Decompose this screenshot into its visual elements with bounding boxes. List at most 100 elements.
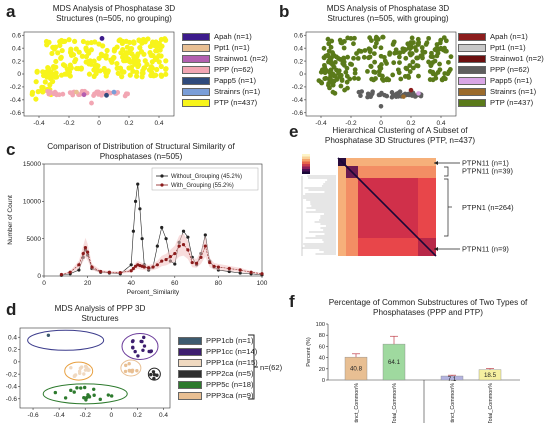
data-point-strainrs [111,89,117,95]
legend-label: Ppt1 (n=1) [490,43,526,52]
y-tick-label: 10000 [23,199,41,206]
data-point-ppp [125,91,131,97]
data-point-ptp [329,79,335,85]
legend-label: PPP1cb (n=1) [206,336,254,345]
data-point-ptp [151,42,157,48]
legend-swatch [178,391,202,400]
data-point-ptp [396,54,402,60]
data-point-ptp [369,76,375,82]
x-tick-label: 80 [215,280,223,287]
legend-label: With_Grouping (55.2%) [171,183,234,189]
data-point-ppt1 [74,89,79,95]
plot-frame [19,327,171,409]
data-point-ptp [441,46,447,52]
data-point [173,252,177,256]
chart-d-plot: -0.6 -0.4 -0.2 0 0.2 0.4 0.4 0.2 0 -0.2 -0.4 -0.6 [6,327,171,419]
data-point-ptp [323,68,329,74]
x-tick-label: 40 [128,280,136,287]
y-tick-label: 0 [13,359,17,366]
x-tick-label: 0.2 [124,120,133,127]
legend-swatch [178,358,202,367]
data-point-ppp1cb [46,333,51,337]
chart-d-title: MDS Analysis of PPP 3D Structures [54,304,146,323]
y-axis-label: Number of Count [7,195,14,245]
data-point-ptp [129,51,135,57]
data-point-ptp [378,65,384,71]
x-tick-label: Distinct_Common% [450,383,456,423]
data-point-ptp [123,50,129,56]
data-point-ptp [368,63,374,69]
data-point-ptp [91,58,97,64]
data-point-ptp [101,65,107,72]
data-point-ptp [424,40,430,46]
data-point [160,225,164,230]
legend-swatch [458,54,486,63]
data-point-ptp [96,55,102,61]
data-point-ptp [134,73,140,79]
data-point-ptp [334,67,339,73]
data-point-ppp3ca [124,363,128,368]
data-point-ppp1ca [72,374,77,378]
x-tick-label: -0.2 [63,120,75,127]
data-point-ptp [437,61,442,67]
data-point-ptp [127,39,133,46]
panel-label-d: d [6,300,17,319]
x-tick-label: Total_Common% [488,383,494,423]
y-tick-label: 15000 [23,161,41,168]
cluster-ellipse [120,359,142,377]
data-point-ptp [420,55,425,61]
panel-label-f: f [289,292,295,311]
data-point-ptp [437,40,443,46]
legend-item: Ppt1 (n=1) [182,42,268,53]
annotation-arrowhead [434,247,438,251]
data-point-strainwo1 [81,92,87,98]
x-tick-label: Total_Common% [392,383,398,423]
data-point-ptp [435,50,441,56]
data-point-ptp [148,52,154,58]
data-point [77,268,81,272]
data-point-ptp [391,40,397,46]
data-point-ptp [130,68,136,74]
bar [344,356,368,381]
data-point-ptp [142,58,148,64]
data-point-ptp [426,35,432,41]
data-point-ptp [378,45,384,51]
data-point-ppp5c [79,386,83,390]
data-point-ptp [351,75,357,81]
legend-swatch [182,98,210,107]
data-point-ptp [326,48,332,54]
y-tick-label: 0.2 [12,58,21,65]
x-tick-label: 0 [109,412,113,419]
data-point-ptp [158,36,164,43]
data-point-ppp5c [98,397,102,402]
data-point-ptp [136,62,142,68]
data-point-ptp [330,89,336,95]
colorbar-cell [302,171,310,174]
data-point-ptp [428,54,434,59]
data-point [177,244,181,248]
y-tick-label: -0.2 [292,84,304,91]
data-point-ptp [115,70,121,76]
data-point-ptp [372,70,378,75]
data-point-ptp [321,45,327,51]
y-tick-label: 0.4 [294,45,303,52]
data-point [131,229,135,233]
data-point-ptp [80,38,87,45]
legend-swatch [178,380,202,389]
data-point-ptp [100,52,106,59]
data-point-ptp [442,71,448,76]
data-point-ptp [163,66,169,72]
data-point-ptp [373,36,379,42]
data-point-ptp [396,70,402,76]
data-point-ptp [356,76,361,82]
legend-item: Strainwo1 (n=2) [458,53,544,64]
data-point-ptp [345,85,350,91]
legend-swatch [182,43,210,52]
data-point-ptp [78,65,85,71]
data-point-ppp1cc [139,339,143,344]
data-point-ppp1ca [83,368,88,372]
data-point-ptp [53,58,59,65]
data-point-papp5 [104,92,109,98]
y-tick-label: 5000 [27,236,42,243]
x-tick-label: 0 [42,280,46,287]
